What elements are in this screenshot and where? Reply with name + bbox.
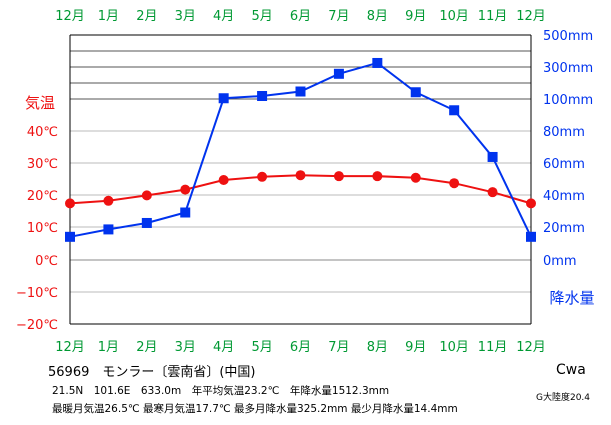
precip-point-1 — [103, 224, 114, 235]
month-label-top-1: 1月 — [98, 9, 119, 24]
axes — [69, 34, 532, 325]
month-label-bottom-10: 10月 — [439, 340, 469, 355]
month-label-top-2: 2月 — [136, 9, 157, 24]
month-label-top-12: 12月 — [516, 9, 546, 24]
station-stats-line2: 最暖月気温26.5℃ 最寒月気温17.7℃ 最多月降水量325.2mm 最少月降… — [52, 403, 458, 415]
left-tick-1: 30℃ — [27, 157, 58, 172]
month-label-top-8: 8月 — [367, 9, 388, 24]
precip-point-7 — [333, 68, 344, 79]
right-tick-0: 500mm — [543, 29, 593, 44]
right-tick-6: 40mm — [543, 189, 585, 204]
precip-point-9 — [410, 87, 421, 98]
temp-point-3 — [180, 184, 191, 195]
temp-point-5 — [257, 171, 268, 182]
temp-point-4 — [218, 175, 229, 185]
precip-point-10 — [449, 105, 460, 116]
month-label-top-0: 12月 — [55, 9, 85, 24]
climate-code: Cwa — [556, 362, 586, 378]
month-label-bottom-2: 2月 — [136, 340, 157, 355]
precip-point-2 — [141, 217, 152, 228]
left-tick-4: 0℃ — [35, 254, 58, 269]
precip-point-3 — [180, 207, 191, 218]
right-tick-3: 100mm — [543, 93, 593, 108]
axis-labels: 12月 12月 1月 1月 2月 2月 3月 3月 4月 4月 5月 5月 6月 6月 7月 7月 8月 8月 9月… — [16, 9, 595, 355]
right-tick-7: 20mm — [543, 221, 585, 236]
temp-point-12 — [526, 198, 536, 209]
month-label-top-5: 5月 — [251, 9, 272, 24]
month-label-top-11: 11月 — [478, 9, 508, 24]
right-tick-8: 0mm — [543, 254, 577, 269]
month-label-top-9: 9月 — [405, 9, 426, 24]
temp-point-2 — [141, 190, 152, 201]
temp-point-1 — [103, 195, 114, 206]
grid — [70, 34, 531, 293]
right-tick-1: 300mm — [543, 61, 593, 76]
precip-point-0 — [65, 231, 75, 242]
left-tick-5: −10℃ — [16, 286, 58, 301]
month-label-bottom-11: 11月 — [478, 340, 508, 355]
month-label-top-4: 4月 — [213, 9, 234, 24]
temp-point-8 — [372, 171, 383, 182]
right-tick-4: 80mm — [543, 125, 585, 140]
left-axis-title: 気温 — [25, 94, 55, 112]
month-label-bottom-6: 6月 — [290, 340, 311, 355]
month-label-bottom-3: 3月 — [175, 340, 196, 355]
month-label-bottom-7: 7月 — [328, 340, 349, 355]
precip-point-11 — [487, 151, 498, 162]
left-tick-6: −20℃ — [16, 318, 58, 333]
right-tick-5: 60mm — [543, 157, 585, 172]
precip-point-6 — [295, 86, 306, 97]
precip-point-12 — [526, 231, 536, 242]
left-tick-0: 40℃ — [27, 125, 58, 140]
month-label-bottom-0: 12月 — [55, 340, 85, 355]
temp-point-7 — [333, 171, 344, 182]
temp-point-0 — [65, 198, 75, 209]
month-label-top-10: 10月 — [439, 9, 469, 24]
month-label-bottom-5: 5月 — [251, 340, 272, 355]
source-note: G大陸度20.4 — [536, 393, 591, 403]
precip-point-4 — [218, 93, 229, 104]
month-label-bottom-8: 8月 — [367, 340, 388, 355]
temp-point-9 — [410, 172, 421, 183]
left-tick-2: 20℃ — [27, 189, 58, 204]
month-label-bottom-4: 4月 — [213, 340, 234, 355]
precip-point-8 — [372, 57, 383, 68]
month-label-top-7: 7月 — [328, 9, 349, 24]
precip-point-5 — [257, 91, 268, 101]
temp-point-11 — [487, 187, 498, 198]
month-label-bottom-9: 9月 — [405, 340, 426, 355]
month-label-bottom-1: 1月 — [98, 340, 119, 355]
series — [65, 57, 536, 242]
temp-point-10 — [449, 178, 460, 189]
left-tick-3: 10℃ — [27, 221, 58, 236]
station-header: 56969 モンラー〔雲南省〕(中国) — [48, 365, 256, 380]
month-label-top-6: 6月 — [290, 9, 311, 24]
right-axis-title: 降水量 — [549, 289, 594, 307]
station-stats-line1: 21.5N 101.6E 633.0m 年平均気温23.2℃ 年降水量1512.… — [52, 385, 390, 397]
month-label-bottom-12: 12月 — [516, 340, 546, 355]
temp-point-6 — [295, 170, 306, 181]
month-label-top-3: 3月 — [175, 9, 196, 24]
